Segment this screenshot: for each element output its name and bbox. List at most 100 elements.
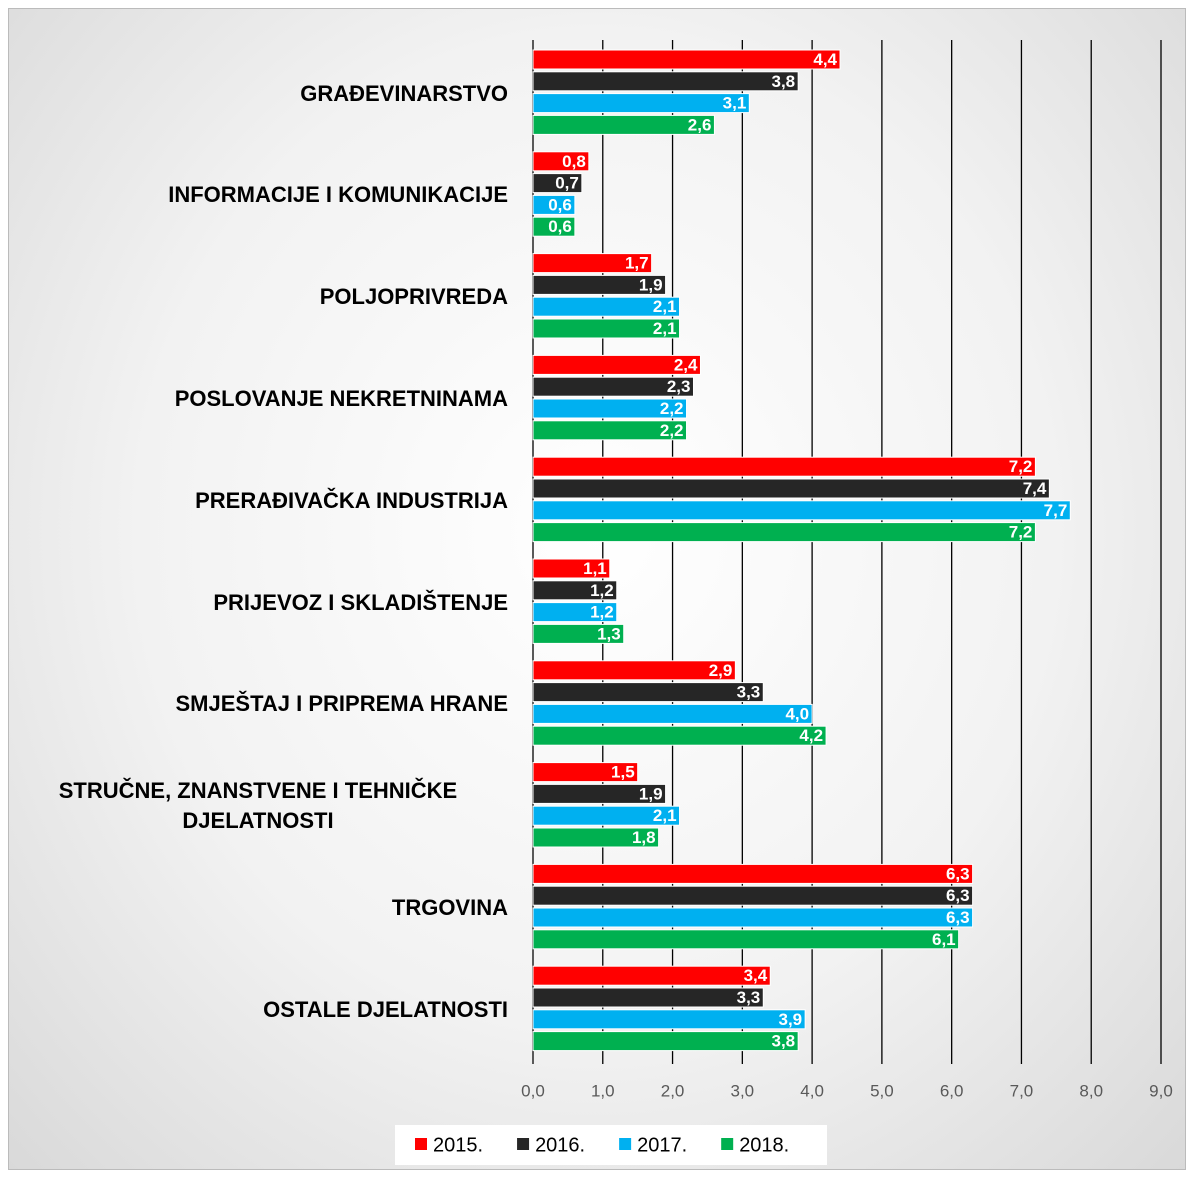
bar	[532, 762, 639, 783]
bar	[532, 929, 960, 950]
x-tick-label: 2,0	[661, 1081, 685, 1100]
bar	[532, 420, 688, 441]
bar	[532, 863, 974, 884]
data-label: 7,2	[1009, 523, 1033, 542]
data-label: 7,4	[1023, 479, 1047, 498]
data-label: 1,1	[583, 559, 607, 578]
data-label: 0,6	[548, 217, 572, 236]
bar	[532, 376, 694, 397]
data-label: 3,8	[772, 72, 796, 91]
category-label: SMJEŠTAJ I PRIPREMA HRANE	[8, 689, 509, 719]
category-label: POLJOPRIVREDA	[8, 282, 508, 312]
bar	[532, 456, 1036, 477]
data-label: 1,9	[639, 275, 663, 294]
category-text: PRIJEVOZ I SKLADIŠTENJE	[213, 589, 508, 615]
data-label: 2,2	[660, 399, 684, 418]
legend-label: 2017.	[637, 1134, 687, 1156]
bar	[532, 114, 715, 135]
data-label: 1,2	[590, 603, 614, 622]
bar	[532, 623, 625, 644]
category-label: INFORMACIJE I KOMUNIKACIJE	[8, 180, 508, 210]
bar	[532, 49, 841, 70]
category-label: OSTALE DJELATNOSTI	[8, 995, 508, 1025]
category-text: GRAĐEVINARSTVO	[300, 80, 508, 106]
x-tick-label: 0,0	[521, 1081, 545, 1100]
x-tick-label: 5,0	[870, 1081, 894, 1100]
data-label: 7,7	[1044, 501, 1068, 520]
bar	[532, 500, 1071, 521]
bar	[532, 296, 681, 317]
x-tick-label: 7,0	[1010, 1081, 1034, 1100]
legend-swatch	[721, 1138, 734, 1150]
legend-label: 2015.	[433, 1134, 483, 1156]
data-label: 1,7	[625, 254, 649, 273]
x-tick-label: 4,0	[800, 1081, 824, 1100]
legend-label: 2018.	[739, 1134, 789, 1156]
data-label: 2,9	[709, 661, 733, 680]
category-label: PRIJEVOZ I SKLADIŠTENJE	[8, 588, 508, 618]
bar	[532, 602, 618, 623]
x-tick-label: 3,0	[731, 1081, 755, 1100]
bar	[532, 682, 764, 703]
data-label: 3,3	[737, 988, 761, 1007]
bar	[532, 1031, 799, 1052]
data-label: 3,3	[737, 683, 761, 702]
category-text: INFORMACIJE I KOMUNIKACIJE	[168, 182, 508, 208]
legend-swatch	[517, 1138, 530, 1150]
category-label: POSLOVANJE NEKRETNINAMA	[8, 384, 508, 414]
legend-label: 2016.	[535, 1134, 585, 1156]
bar	[532, 1009, 806, 1030]
bar	[532, 253, 653, 274]
bar	[532, 194, 576, 215]
bar	[532, 703, 813, 724]
data-label: 6,1	[932, 930, 956, 949]
data-label: 1,3	[597, 624, 621, 643]
data-label: 4,0	[785, 704, 809, 723]
data-label: 2,1	[653, 319, 677, 338]
bar	[532, 522, 1036, 543]
category-text: STRUČNE, ZNANSTVENE I TEHNIČKE DJELATNOS…	[58, 778, 458, 834]
category-label: PRERAĐIVAČKA INDUSTRIJA	[8, 486, 508, 516]
data-label: 1,2	[590, 581, 614, 600]
data-label: 6,3	[946, 908, 970, 927]
bar	[532, 660, 736, 681]
category-text: POLJOPRIVREDA	[319, 284, 508, 310]
bar	[532, 987, 764, 1008]
data-label: 2,3	[667, 377, 691, 396]
x-tick-label: 1,0	[591, 1081, 615, 1100]
bar	[532, 965, 771, 986]
data-label: 7,2	[1009, 457, 1033, 476]
data-label: 2,6	[688, 115, 712, 134]
data-label: 3,8	[772, 1032, 796, 1051]
data-label: 3,1	[723, 94, 747, 113]
legend: 2015. 2016. 2017. 2018.	[395, 1125, 827, 1165]
category-label: TRGOVINA	[8, 893, 508, 923]
bar	[532, 71, 799, 92]
data-label: 2,2	[660, 421, 684, 440]
bar	[532, 151, 590, 172]
bar	[532, 827, 660, 848]
data-label: 6,3	[946, 886, 970, 905]
bar	[532, 216, 576, 237]
bar	[532, 173, 583, 194]
bar	[532, 885, 974, 906]
data-label: 2,1	[653, 297, 677, 316]
data-label: 0,8	[562, 152, 586, 171]
bar	[532, 805, 681, 826]
bar	[532, 354, 701, 375]
data-label: 3,9	[778, 1010, 802, 1029]
data-label: 1,9	[639, 784, 663, 803]
category-text: PRERAĐIVAČKA INDUSTRIJA	[195, 487, 508, 513]
bar	[532, 725, 827, 746]
category-text: SMJEŠTAJ I PRIPREMA HRANE	[175, 691, 509, 717]
data-label: 3,4	[744, 966, 768, 985]
category-text: OSTALE DJELATNOSTI	[263, 996, 508, 1022]
legend-box	[395, 1125, 827, 1165]
bar	[532, 478, 1050, 499]
data-label: 6,3	[946, 864, 970, 883]
category-text: POSLOVANJE NEKRETNINAMA	[174, 386, 508, 411]
data-label: 4,2	[799, 726, 823, 745]
bar	[532, 783, 667, 804]
bar	[532, 558, 611, 579]
